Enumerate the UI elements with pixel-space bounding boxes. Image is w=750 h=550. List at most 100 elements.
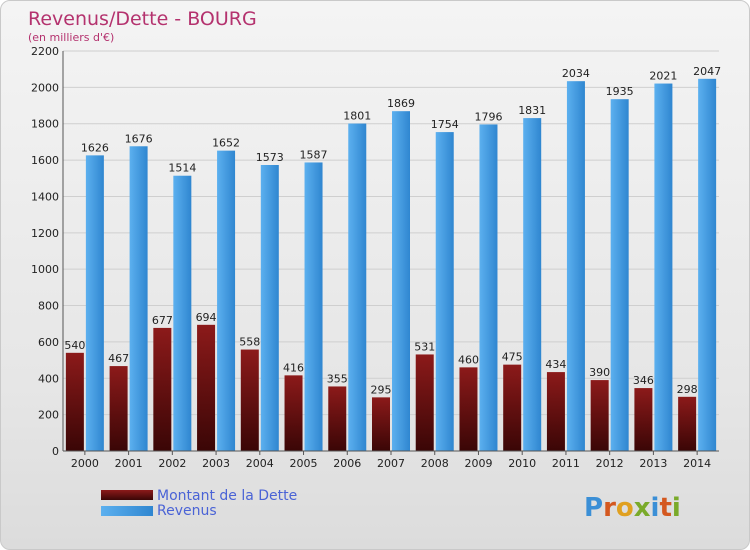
x-tick-label: 2011 [552, 457, 580, 470]
x-tick-label: 2005 [290, 457, 318, 470]
value-label: 558 [239, 336, 260, 349]
x-tick-label: 2004 [246, 457, 274, 470]
bar-debt [197, 324, 216, 451]
bar-revenus [260, 165, 279, 451]
bar-revenus [129, 146, 148, 452]
x-tick-label: 2002 [158, 457, 186, 470]
bar-debt [328, 386, 347, 451]
bar-revenus [173, 175, 192, 451]
value-label: 694 [196, 311, 217, 324]
chart-title: Revenus/Dette - BOURG [28, 8, 257, 30]
value-labels: 540 1626 467 1676 677 1514 694 1652 558 1573 416 15… [64, 65, 721, 397]
bar-debt [415, 354, 434, 451]
y-tick-label: 2000 [31, 81, 59, 94]
x-tick-label: 2013 [639, 457, 667, 470]
value-label: 540 [64, 339, 85, 352]
value-label: 1626 [81, 141, 109, 154]
value-label: 1801 [343, 110, 371, 123]
value-label: 1831 [518, 104, 546, 117]
value-label: 1514 [168, 162, 196, 175]
bar-revenus [348, 123, 367, 451]
x-tick-label: 2001 [115, 457, 143, 470]
bar-revenus [698, 78, 717, 452]
legend-label-debt: Montant de la Dette [157, 488, 297, 504]
gridlines [63, 50, 719, 452]
x-tick-label: 2010 [508, 457, 536, 470]
legend: Montant de la Dette Revenus [101, 488, 297, 519]
value-label: 295 [371, 383, 392, 396]
value-label: 1935 [606, 85, 634, 98]
bar-debt [284, 375, 303, 451]
y-tick-label: 200 [38, 409, 59, 422]
value-label: 1869 [387, 97, 415, 110]
value-label: 355 [327, 372, 348, 385]
value-label: 298 [677, 383, 698, 396]
value-label: 2021 [649, 70, 677, 83]
bar-debt [459, 367, 478, 451]
bars [65, 78, 717, 452]
bar-debt [153, 327, 172, 451]
value-label: 1652 [212, 137, 240, 150]
legend-swatch-debt [101, 490, 153, 500]
bar-revenus [479, 124, 498, 452]
bar-revenus [304, 162, 323, 452]
x-tick-label: 2009 [464, 457, 492, 470]
bar-debt [503, 364, 522, 451]
bar-debt [372, 397, 390, 451]
y-tick-label: 1000 [31, 263, 59, 276]
x-tick-label: 2007 [377, 457, 405, 470]
value-label: 416 [283, 361, 304, 374]
x-tick-label: 2012 [596, 457, 624, 470]
value-label: 475 [502, 351, 523, 364]
bar-debt [109, 366, 128, 451]
bar-revenus [610, 99, 629, 451]
bar-debt [65, 352, 84, 451]
bar-revenus [566, 81, 585, 451]
value-label: 677 [152, 314, 173, 327]
x-tick-label: 2008 [421, 457, 449, 470]
x-tick-label: 2003 [202, 457, 230, 470]
value-label: 2047 [693, 65, 721, 78]
value-label: 1587 [300, 148, 328, 161]
value-label: 434 [545, 358, 566, 371]
bar-revenus [435, 132, 454, 451]
bar-debt [634, 388, 653, 451]
proxiti-logo: Proxiti [584, 493, 681, 523]
value-label: 1754 [431, 118, 459, 131]
bar-revenus [217, 150, 236, 452]
y-tick-label: 800 [38, 300, 59, 313]
legend-swatch-revenus [101, 506, 153, 516]
y-tick-label: 1400 [31, 190, 59, 203]
value-label: 1676 [125, 132, 153, 145]
value-label: 1573 [256, 151, 284, 164]
value-label: 2034 [562, 67, 590, 80]
bar-debt [240, 349, 259, 451]
bar-debt [590, 380, 609, 451]
value-label: 346 [633, 374, 654, 387]
x-tick-label: 2000 [71, 457, 99, 470]
x-tick-label: 2006 [333, 457, 361, 470]
y-tick-label: 400 [38, 372, 59, 385]
y-tick-label: 2200 [31, 45, 59, 58]
bar-debt [546, 372, 565, 451]
y-tick-label: 1600 [31, 154, 59, 167]
value-label: 460 [458, 353, 479, 366]
y-tick-label: 0 [52, 445, 59, 458]
value-label: 531 [414, 340, 435, 353]
bar-revenus [85, 155, 104, 451]
bar-debt [678, 396, 697, 451]
bar-revenus [392, 111, 410, 451]
x-axis-ticks: 2000 2001 2002 2003 2004 2005 2006 2007 2008 2009… [71, 451, 711, 470]
value-label: 390 [589, 366, 610, 379]
y-axis-ticks: 0 200 400 600 800 1000 1200 1400 1600 1800 2000 220… [31, 45, 59, 458]
bar-revenus [523, 118, 542, 451]
y-tick-label: 1200 [31, 227, 59, 240]
value-label: 467 [108, 352, 129, 365]
y-tick-label: 1800 [31, 118, 59, 131]
value-label: 1796 [474, 110, 502, 123]
y-tick-label: 600 [38, 336, 59, 349]
legend-label-revenus: Revenus [157, 503, 217, 519]
bar-revenus [654, 83, 673, 451]
